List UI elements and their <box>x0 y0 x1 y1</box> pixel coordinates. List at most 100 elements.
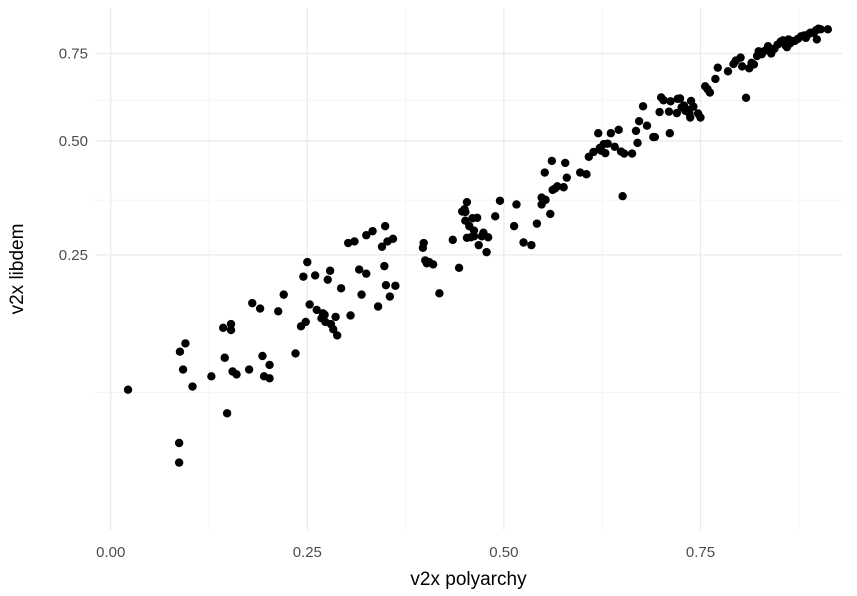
data-point <box>258 351 267 361</box>
data-point <box>448 235 457 245</box>
data-point <box>547 156 557 166</box>
data-point <box>123 385 133 394</box>
data-point <box>357 290 366 299</box>
data-point <box>226 319 236 329</box>
data-point <box>737 62 747 71</box>
data-point <box>749 60 759 69</box>
data-point <box>325 266 335 275</box>
data-point <box>362 269 371 278</box>
data-point <box>610 142 619 152</box>
data-point <box>343 238 353 248</box>
data-point <box>454 263 464 273</box>
data-point <box>350 237 359 246</box>
data-point <box>472 213 482 222</box>
data-point <box>627 149 637 158</box>
data-point <box>207 372 216 381</box>
data-point <box>174 458 184 467</box>
data-point <box>232 370 241 379</box>
data-point <box>675 94 685 103</box>
data-points <box>123 24 833 467</box>
data-point <box>527 240 536 250</box>
data-point <box>532 219 542 228</box>
data-point <box>495 196 505 205</box>
data-point <box>299 272 308 281</box>
data-point <box>346 311 355 320</box>
data-point <box>642 121 652 130</box>
data-point <box>589 147 598 157</box>
data-point <box>368 226 377 236</box>
data-point <box>823 25 833 34</box>
data-point <box>226 325 236 335</box>
data-point <box>546 209 555 219</box>
y-axis-title: v2x libdem <box>7 224 28 315</box>
data-point <box>265 374 274 383</box>
data-point <box>685 109 694 118</box>
data-point <box>188 382 197 391</box>
data-point <box>594 129 603 138</box>
data-point <box>614 125 623 134</box>
data-point <box>381 280 391 290</box>
data-point <box>619 149 629 158</box>
data-point <box>391 281 400 290</box>
data-point <box>332 331 342 340</box>
data-point <box>380 221 390 231</box>
data-point <box>474 240 483 250</box>
x-tick-label: 0.50 <box>489 544 518 561</box>
data-point <box>222 409 232 418</box>
data-point <box>665 129 674 138</box>
data-point <box>355 265 364 274</box>
minor-grid <box>95 8 842 530</box>
data-point <box>575 168 585 177</box>
data-point <box>736 53 745 62</box>
data-point <box>491 212 500 221</box>
data-point <box>244 365 254 374</box>
data-point <box>469 226 479 235</box>
data-point <box>540 168 549 177</box>
data-point <box>561 158 570 168</box>
y-tick-label: 0.75 <box>59 45 88 62</box>
data-point <box>310 271 320 280</box>
x-tick-label: 0.75 <box>686 544 715 561</box>
data-point <box>655 107 664 117</box>
data-point <box>713 63 722 72</box>
y-tick-label: 0.25 <box>59 247 88 264</box>
data-point <box>303 257 312 267</box>
data-point <box>816 25 825 34</box>
data-point <box>666 97 675 106</box>
x-axis-title: v2x polyarchy <box>410 569 527 590</box>
data-point <box>606 129 616 138</box>
data-point <box>603 139 612 148</box>
data-point <box>672 108 682 118</box>
x-tick-label: 0.00 <box>96 544 125 561</box>
data-point <box>435 289 444 298</box>
data-point <box>279 290 288 299</box>
data-point <box>582 170 591 179</box>
data-point <box>380 261 389 271</box>
data-point <box>362 231 371 240</box>
data-point <box>305 300 314 309</box>
data-point <box>331 312 340 322</box>
data-point <box>519 238 528 247</box>
data-point <box>462 197 472 207</box>
data-point <box>634 116 644 126</box>
data-point <box>664 107 674 116</box>
data-point <box>650 132 660 142</box>
y-axis-tick-labels: 0.25 0.50 0.75 <box>59 45 88 263</box>
data-point <box>705 88 715 97</box>
data-point <box>320 310 329 319</box>
data-point <box>181 339 190 348</box>
data-point <box>388 234 398 244</box>
data-point <box>509 221 519 231</box>
data-point <box>631 126 641 136</box>
x-axis-tick-labels: 0.00 0.25 0.50 0.75 <box>96 544 715 561</box>
data-point <box>385 292 395 301</box>
data-point <box>512 200 521 209</box>
data-point <box>562 173 571 182</box>
data-point <box>696 113 705 122</box>
data-point <box>373 302 383 311</box>
data-point <box>711 74 720 84</box>
data-point <box>174 438 184 448</box>
data-point <box>255 304 265 313</box>
data-point <box>274 307 283 316</box>
